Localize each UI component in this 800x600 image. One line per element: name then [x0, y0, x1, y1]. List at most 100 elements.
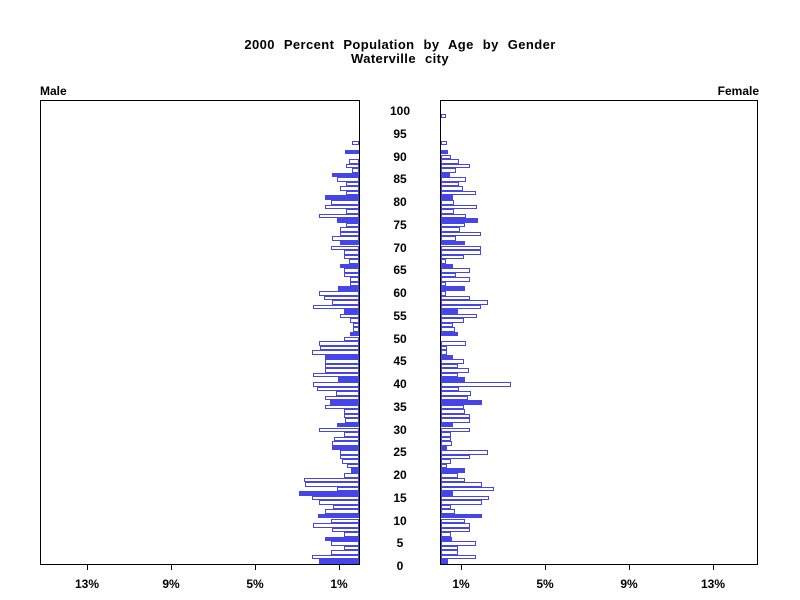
age-axis-label-50: 50: [393, 331, 407, 346]
female-bar-age-73: [441, 227, 461, 232]
male-bar-age-31: [344, 418, 359, 423]
male-bar-age-55: [344, 309, 359, 314]
female-bar-age-39: [441, 382, 512, 387]
female-bar-age-80: [441, 195, 454, 200]
female-bar-age-22: [441, 459, 452, 464]
female-bar-age-68: [441, 250, 481, 255]
male-bar-age-15: [298, 491, 359, 496]
male-bar-age-54: [340, 313, 359, 319]
male-bar-age-86: [351, 168, 359, 173]
male-bar-age-9: [330, 518, 359, 524]
female-bar-age-67: [441, 254, 465, 260]
male-bar-age-7: [331, 527, 359, 533]
male-bar-age-44: [325, 359, 359, 364]
male-bar-age-49: [344, 336, 359, 342]
age-axis-label-80: 80: [393, 195, 407, 209]
male-bar-age-56: [312, 304, 359, 310]
female-bar-age-40: [441, 377, 465, 382]
percent-tick-mark: [339, 565, 340, 570]
female-bar-age-64: [441, 268, 471, 273]
female-bar-age-28: [441, 432, 452, 437]
chart-title: 2000 Percent Population by Age by Gender: [244, 37, 556, 52]
male-bar-age-8: [312, 523, 359, 528]
male-bar-age-33: [344, 409, 359, 414]
male-bar-age-46: [311, 350, 359, 355]
male-bar-age-59: [319, 291, 359, 296]
female-bar-age-19: [441, 473, 458, 478]
male-bar-age-67: [344, 254, 359, 260]
male-bar-age-84: [337, 177, 359, 182]
female-bar-age-16: [441, 486, 494, 492]
female-bar-age-61: [441, 281, 447, 287]
female-bar-age-29: [441, 427, 471, 433]
female-bar-age-75: [441, 218, 478, 223]
female-bar-age-58: [441, 295, 471, 301]
male-bar-age-79: [330, 200, 359, 205]
percent-tick-mark: [461, 565, 462, 570]
female-bar-age-74: [441, 222, 466, 228]
female-bar-age-34: [441, 404, 465, 410]
percent-tick-mark: [87, 565, 88, 570]
female-bar-age-43: [441, 363, 458, 369]
male-bar-age-42: [325, 368, 359, 373]
female-bar-age-45: [441, 354, 453, 360]
female-bar-age-81: [441, 190, 477, 196]
female-bar-age-78: [441, 204, 477, 210]
male-bar-age-25: [331, 445, 359, 451]
female-panel-label: Female: [717, 84, 759, 98]
female-bar-age-53: [441, 318, 465, 323]
male-bar-age-32: [344, 413, 359, 419]
percent-tick-label: 5%: [536, 577, 554, 591]
female-bar-age-46: [441, 350, 448, 355]
female-bar-age-14: [441, 495, 490, 501]
female-bar-age-55: [441, 309, 458, 314]
female-bar-age-20: [441, 468, 465, 473]
male-bar-age-24: [340, 450, 359, 455]
female-bar-age-88: [441, 159, 460, 164]
male-bar-age-82: [339, 186, 359, 191]
male-bar-age-23: [340, 454, 359, 460]
female-bar-age-44: [441, 359, 465, 364]
female-bar-age-17: [441, 482, 482, 487]
age-axis-label-0: 0: [396, 559, 404, 573]
female-bar-age-77: [441, 209, 455, 214]
female-bar-age-92: [441, 140, 448, 146]
female-bar-age-23: [441, 454, 471, 460]
male-bar-age-88: [349, 159, 359, 164]
male-bar-age-81: [345, 190, 359, 196]
female-bar-age-56: [441, 304, 481, 310]
male-bar-age-77: [345, 209, 359, 214]
percent-tick-mark: [629, 565, 630, 570]
female-bar-age-8: [441, 523, 470, 528]
male-bar-age-37: [335, 391, 359, 396]
female-bar-age-15: [441, 491, 454, 496]
male-panel-label: Male: [40, 84, 67, 98]
male-bar-age-85: [331, 172, 359, 178]
female-bar-age-83: [441, 181, 460, 187]
female-bar-age-82: [441, 186, 464, 191]
female-bar-age-5: [441, 536, 452, 542]
female-bar-age-38: [441, 386, 460, 392]
male-bar-age-13: [319, 500, 359, 505]
male-bar-age-29: [319, 427, 359, 433]
male-bar-age-51: [352, 327, 359, 332]
chart-subtitle: Waterville city: [351, 51, 449, 66]
female-bar-age-10: [441, 513, 482, 519]
age-axis-label-90: 90: [393, 149, 407, 164]
female-bar-age-90: [441, 149, 449, 155]
female-bar-age-4: [441, 541, 477, 546]
female-bar-age-54: [441, 313, 477, 319]
male-bar-age-80: [324, 195, 359, 200]
age-axis-label-60: 60: [393, 286, 407, 300]
female-bar-age-42: [441, 368, 470, 373]
female-bar-age-65: [441, 263, 453, 269]
male-bar-age-38: [317, 386, 359, 392]
male-bar-age-64: [344, 268, 359, 273]
male-plot-area: [40, 100, 360, 565]
male-bar-age-65: [339, 263, 359, 269]
male-bar-age-63: [344, 272, 359, 278]
male-bar-age-60: [338, 286, 359, 291]
female-bar-age-27: [441, 436, 452, 442]
age-axis-label-95: 95: [393, 126, 407, 141]
